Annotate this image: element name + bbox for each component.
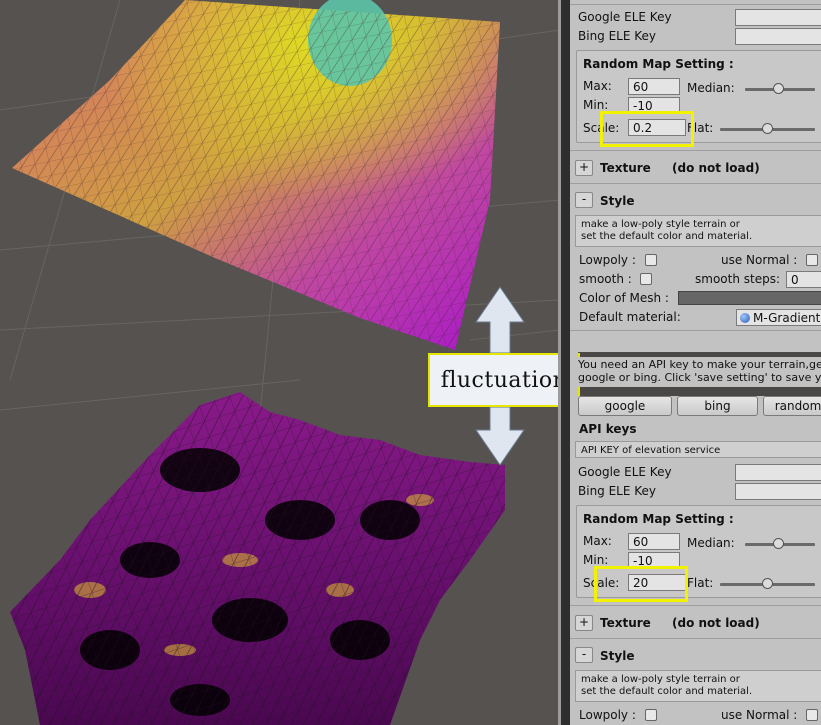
google-key-field-2[interactable] xyxy=(735,464,821,481)
random-map-title: Random Map Setting : xyxy=(583,57,734,71)
min-label-2: Min: xyxy=(583,553,609,567)
random-button[interactable]: random xyxy=(763,396,821,416)
median-label: Median: xyxy=(687,81,735,95)
lowpoly-checkbox-2[interactable] xyxy=(645,709,657,721)
flat-slider-thumb[interactable] xyxy=(762,123,773,134)
style-note-line1: make a low-poly style terrain or xyxy=(581,219,740,230)
use-normal-checkbox[interactable] xyxy=(806,254,818,266)
style-toggle-button-2[interactable]: - xyxy=(575,647,593,663)
lowpoly-checkbox[interactable] xyxy=(645,254,657,266)
style-note: make a low-poly style terrain or set the… xyxy=(575,215,821,247)
bing-key-label-2: Bing ELE Key xyxy=(578,484,657,498)
scale-highlight xyxy=(600,111,694,147)
random-map-group-2: Random Map Setting : Max: 60 Median: Min… xyxy=(576,505,821,598)
texture-label: Texture xyxy=(600,161,651,175)
smooth-steps-field[interactable]: 0 xyxy=(786,271,821,288)
scale-field[interactable]: 0.2 xyxy=(628,119,686,136)
separator xyxy=(570,4,821,5)
google-key-field[interactable] xyxy=(735,9,821,26)
panel-divider[interactable] xyxy=(558,0,561,725)
separator xyxy=(570,605,821,606)
scene-svg xyxy=(0,0,560,725)
bing-button[interactable]: bing xyxy=(677,396,758,416)
scale-label-2: Scale: xyxy=(583,576,620,590)
google-button[interactable]: google xyxy=(578,396,672,416)
min-field[interactable]: -10 xyxy=(628,97,680,114)
color-of-mesh-swatch[interactable] xyxy=(678,291,821,305)
scale-highlight-2 xyxy=(594,566,688,602)
style-note-line2-2: set the default color and material. xyxy=(581,686,753,697)
separator xyxy=(570,183,821,184)
api-keys-note: API KEY of elevation service xyxy=(575,441,821,458)
texture-toggle-button-2[interactable]: + xyxy=(575,615,593,631)
flat-slider-thumb-2[interactable] xyxy=(762,578,773,589)
flat-label-2: Flat: xyxy=(687,576,714,590)
random-map-title-2: Random Map Setting : xyxy=(583,512,734,526)
max-label-2: Max: xyxy=(583,534,612,548)
help-line1: You need an API key to make your terrain… xyxy=(578,358,821,371)
max-label: Max: xyxy=(583,79,612,93)
material-sphere-icon xyxy=(740,313,750,323)
help-text-area: You need an API key to make your terrain… xyxy=(578,357,821,387)
default-material-value: M-Gradient xyxy=(753,311,821,325)
callout-text: fluctuation xyxy=(440,367,568,393)
help-line2: google or bing. Click 'save setting' to … xyxy=(578,371,821,384)
bing-key-field-2[interactable] xyxy=(735,483,821,500)
use-normal-label-2: use Normal : xyxy=(721,708,798,722)
median-label-2: Median: xyxy=(687,536,735,550)
lowpoly-label: Lowpoly : xyxy=(579,253,636,267)
separator xyxy=(570,330,821,331)
style-note-line1-2: make a low-poly style terrain or xyxy=(581,674,740,685)
lowpoly-label-2: Lowpoly : xyxy=(579,708,636,722)
panel-edge xyxy=(561,0,570,725)
separator xyxy=(570,150,821,151)
google-key-label-2: Google ELE Key xyxy=(578,465,672,479)
terrain-fluctuating xyxy=(10,392,505,725)
max-field[interactable]: 60 xyxy=(628,78,680,95)
panel-fill xyxy=(570,352,578,396)
median-slider-thumb-2[interactable] xyxy=(773,538,784,549)
style-note-2: make a low-poly style terrain or set the… xyxy=(575,670,821,702)
bing-key-label: Bing ELE Key xyxy=(578,29,657,43)
min-label: Min: xyxy=(583,98,609,112)
median-slider-thumb[interactable] xyxy=(773,83,784,94)
inspector-panel-bottom: google bing random API keys API KEY of e… xyxy=(570,396,821,725)
style-label: Style xyxy=(600,194,635,208)
style-label-2: Style xyxy=(600,649,635,663)
scene-viewport[interactable] xyxy=(0,0,560,725)
default-material-label: Default material: xyxy=(579,310,681,324)
texture-toggle-button[interactable]: + xyxy=(575,160,593,176)
separator xyxy=(570,638,821,639)
texture-status-2: (do not load) xyxy=(672,616,760,630)
inspector-panel-top: Google ELE Key Bing ELE Key Random Map S… xyxy=(570,0,821,352)
style-note-line2: set the default color and material. xyxy=(581,231,753,242)
use-normal-checkbox-2[interactable] xyxy=(806,709,818,721)
smooth-checkbox[interactable] xyxy=(640,273,652,285)
random-map-group: Random Map Setting : Max: 60 Median: Min… xyxy=(576,50,821,143)
terrain-flat xyxy=(12,0,500,350)
bing-key-field[interactable] xyxy=(735,28,821,45)
texture-status: (do not load) xyxy=(672,161,760,175)
color-of-mesh-label: Color of Mesh : xyxy=(579,291,669,305)
smooth-steps-label: smooth steps: xyxy=(695,272,781,286)
google-key-label: Google ELE Key xyxy=(578,10,672,24)
texture-label-2: Texture xyxy=(600,616,651,630)
style-toggle-button[interactable]: - xyxy=(575,192,593,208)
api-keys-title: API keys xyxy=(579,422,637,436)
max-field-2[interactable]: 60 xyxy=(628,533,680,550)
smooth-label: smooth : xyxy=(579,272,632,286)
use-normal-label: use Normal : xyxy=(721,253,798,267)
default-material-field[interactable]: M-Gradient xyxy=(736,309,821,326)
